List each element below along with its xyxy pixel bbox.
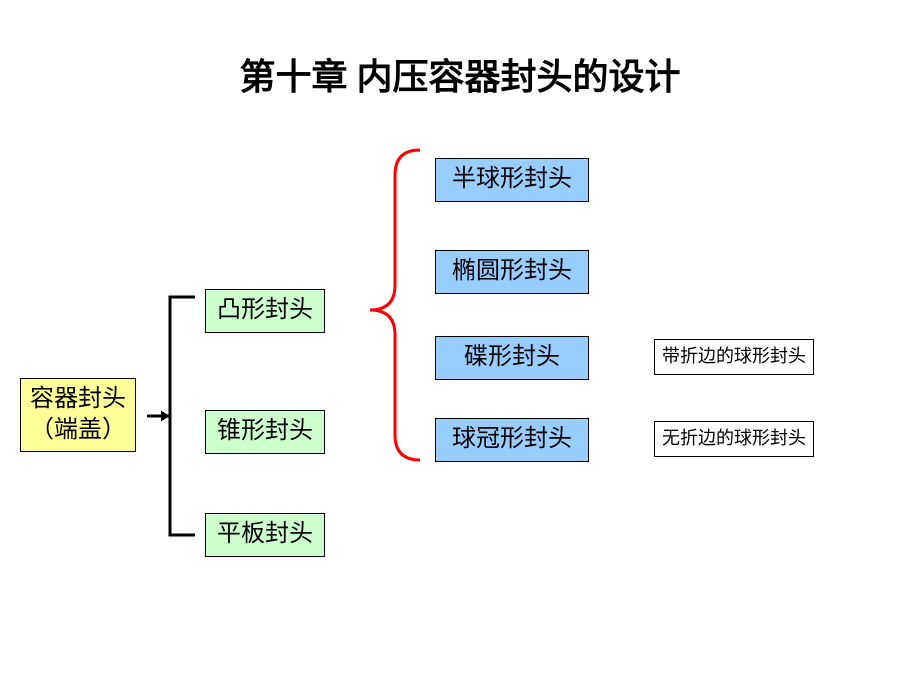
note-flanged: 带折边的球形封头 [654, 339, 814, 375]
sub-sphericalcap-label: 球冠形封头 [452, 424, 572, 455]
category-flat: 平板封头 [205, 513, 325, 557]
sub-hemisphere: 半球形封头 [435, 158, 589, 202]
sub-ellipse-label: 椭圆形封头 [452, 256, 572, 287]
root-label: 容器封头 （端盖） [30, 384, 126, 446]
bracket-curly [370, 150, 420, 460]
sub-sphericalcap: 球冠形封头 [435, 418, 589, 462]
sub-dish: 碟形封头 [435, 336, 589, 380]
root-box: 容器封头 （端盖） [20, 378, 136, 452]
sub-dish-label: 碟形封头 [464, 342, 560, 373]
category-flat-label: 平板封头 [217, 519, 313, 550]
sub-hemisphere-label: 半球形封头 [452, 164, 572, 195]
note-unflanged-label: 无折边的球形封头 [662, 427, 806, 450]
bracket-square [147, 297, 195, 535]
note-unflanged: 无折边的球形封头 [654, 421, 814, 457]
category-convex: 凸形封头 [205, 289, 325, 333]
sub-ellipse: 椭圆形封头 [435, 250, 589, 294]
category-convex-label: 凸形封头 [217, 295, 313, 326]
note-flanged-label: 带折边的球形封头 [662, 345, 806, 368]
category-cone-label: 锥形封头 [217, 416, 313, 447]
category-cone: 锥形封头 [205, 410, 325, 454]
page-title: 第十章 内压容器封头的设计 [0, 48, 920, 100]
